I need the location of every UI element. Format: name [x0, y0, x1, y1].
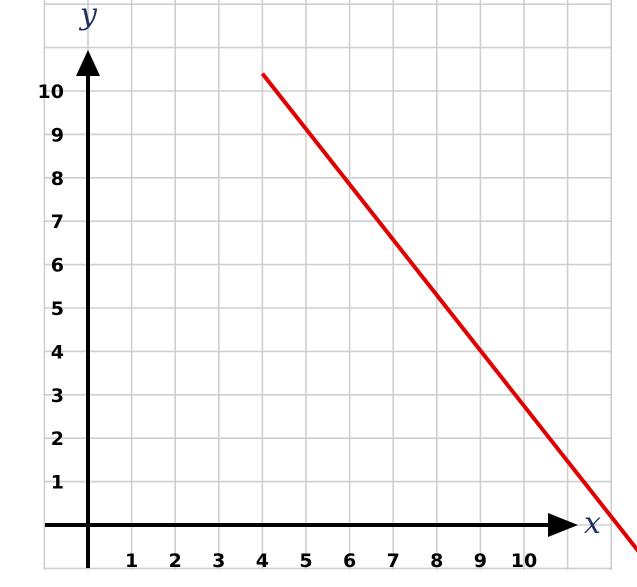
y-tick-label: 1 [51, 472, 64, 494]
series-line [260, 72, 637, 553]
series-group [260, 72, 637, 553]
x-tick-label: 1 [125, 550, 138, 572]
grid [43, 0, 613, 570]
y-tick-label: 6 [51, 255, 64, 277]
y-axis-arrow [76, 50, 100, 76]
x-tick-label: 10 [511, 550, 537, 572]
y-tick-label: 8 [51, 168, 64, 190]
x-tick-label: 7 [387, 550, 400, 572]
labels-group: x y 1 2 3 4 5 6 7 8 9 10 1 2 3 4 5 6 7 8 9 10 [38, 0, 601, 572]
y-tick-label: 5 [51, 298, 64, 320]
y-tick-label: 3 [51, 385, 64, 407]
y-tick-label: 2 [51, 428, 64, 450]
y-tick-label: 10 [38, 81, 64, 103]
x-axis-arrow [548, 513, 578, 537]
x-tick-label: 3 [212, 550, 225, 572]
x-tick-label: 8 [430, 550, 443, 572]
y-axis-label: y [78, 0, 98, 32]
x-tick-label: 5 [299, 550, 312, 572]
x-tick-label: 4 [256, 550, 269, 572]
x-axis-label: x [584, 506, 601, 541]
y-tick-label: 7 [51, 211, 64, 233]
y-tick-label: 4 [51, 341, 64, 363]
x-tick-label: 9 [474, 550, 487, 572]
x-tick-label: 2 [169, 550, 182, 572]
axes [45, 50, 578, 568]
x-tick-label: 6 [343, 550, 356, 572]
y-tick-label: 9 [51, 124, 64, 146]
